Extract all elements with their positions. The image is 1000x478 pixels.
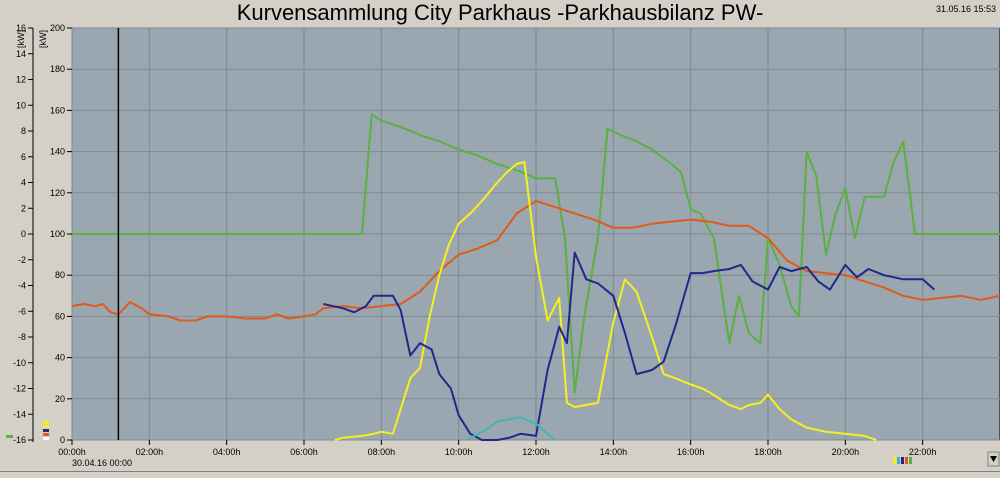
x-tick-label: 14:00h xyxy=(600,447,628,457)
right-tick-label: 120 xyxy=(50,188,65,198)
series-line-3 xyxy=(334,160,877,441)
x-axis-ticks: 00:00h 02:00h 04:00h 06:00h 08:00h 10:00h 12:0… xyxy=(58,440,936,457)
x-tick-label: 04:00h xyxy=(213,447,241,457)
left-tick-label: -6 xyxy=(18,306,26,316)
axis-legend-markers xyxy=(6,421,49,440)
x-tick-label: 00:00h xyxy=(58,447,86,457)
left-axis-unit: [kW] xyxy=(16,30,26,48)
x-tick-label: 22:00h xyxy=(909,447,937,457)
left-tick-label: -12 xyxy=(13,384,26,394)
right-tick-label: 60 xyxy=(55,311,65,321)
legend-swatch xyxy=(905,457,908,464)
right-tick-label: 0 xyxy=(60,435,65,445)
x-tick-label: 16:00h xyxy=(677,447,705,457)
timestamp: 31.05.16 15:53 xyxy=(935,4,996,14)
left-tick-label: 14 xyxy=(16,49,26,59)
left-tick-label: 12 xyxy=(16,75,26,85)
axis-legend-marker xyxy=(43,433,49,436)
page-title: Kurvensammlung City Parkhaus -Parkhausbi… xyxy=(236,0,764,25)
axis-legend-marker xyxy=(43,421,49,424)
axis-legend-marker xyxy=(6,435,13,438)
x-tick-label: 02:00h xyxy=(136,447,164,457)
right-tick-label: 200 xyxy=(50,23,65,33)
axis-legend-marker xyxy=(43,429,49,432)
x-tick-label: 12:00h xyxy=(522,447,550,457)
right-tick-label: 180 xyxy=(50,64,65,74)
x-tick-label: 10:00h xyxy=(445,447,473,457)
left-tick-label: 4 xyxy=(21,178,26,188)
chevron-down-icon xyxy=(990,456,997,462)
right-tick-label: 140 xyxy=(50,147,65,157)
axis-legend-marker xyxy=(43,437,49,440)
legend-swatch xyxy=(893,457,896,464)
legend-swatches xyxy=(893,457,912,464)
left-tick-label: -10 xyxy=(13,358,26,368)
left-tick-label: 10 xyxy=(16,100,26,110)
left-tick-label: 16 xyxy=(16,23,26,33)
start-date-label: 30.04.16 00:00 xyxy=(72,458,132,468)
left-tick-label: -16 xyxy=(13,435,26,445)
legend-swatch xyxy=(897,457,900,464)
right-tick-label: 100 xyxy=(50,229,65,239)
left-tick-label: 6 xyxy=(21,152,26,162)
left-axis-ticks: 16 14 12 10 8 6 4 2 0 -2 -4 -6 -8 -10 -12 -14 -16 xyxy=(13,23,33,445)
right-tick-label: 80 xyxy=(55,270,65,280)
series-line-1 xyxy=(72,113,1000,394)
legend-swatch xyxy=(909,457,912,464)
series-line-2 xyxy=(71,200,1000,322)
x-tick-label: 20:00h xyxy=(832,447,860,457)
left-tick-label: -4 xyxy=(18,281,26,291)
series-line-5 xyxy=(465,416,556,441)
right-tick-label: 40 xyxy=(55,353,65,363)
status-bar xyxy=(0,471,1000,478)
left-tick-label: -14 xyxy=(13,409,26,419)
left-tick-label: 8 xyxy=(21,126,26,136)
series-lines xyxy=(71,113,1000,441)
axis-legend-marker xyxy=(43,425,49,428)
right-tick-label: 160 xyxy=(50,105,65,115)
right-axis-unit: [kW] xyxy=(38,30,48,48)
left-tick-label: 0 xyxy=(21,229,26,239)
x-tick-label: 08:00h xyxy=(368,447,396,457)
legend-swatch xyxy=(901,457,904,464)
right-tick-label: 20 xyxy=(55,394,65,404)
series-line-4 xyxy=(323,251,935,441)
left-tick-label: -2 xyxy=(18,255,26,265)
left-tick-label: 2 xyxy=(21,203,26,213)
x-tick-label: 06:00h xyxy=(290,447,318,457)
x-tick-label: 18:00h xyxy=(754,447,782,457)
left-tick-label: -8 xyxy=(18,332,26,342)
